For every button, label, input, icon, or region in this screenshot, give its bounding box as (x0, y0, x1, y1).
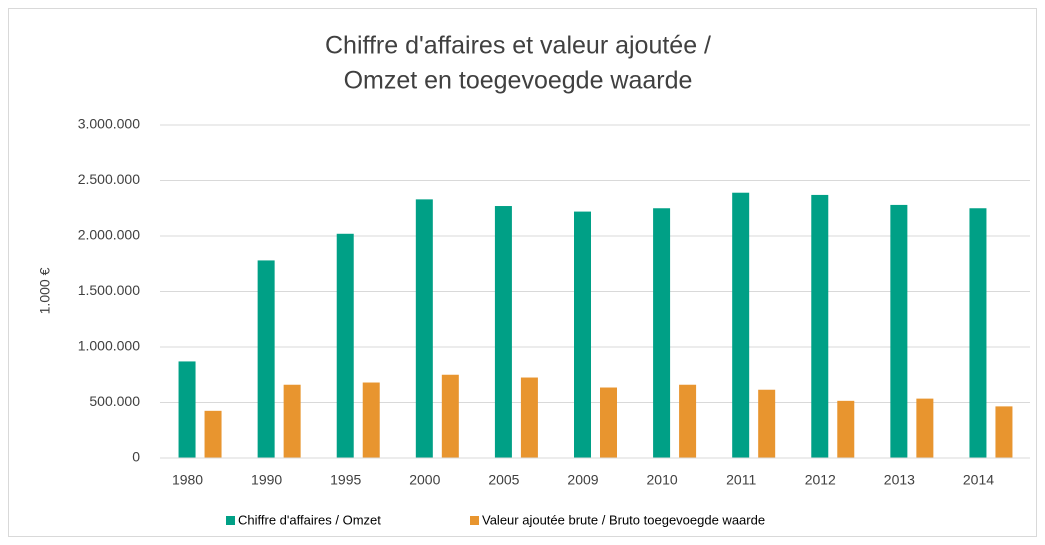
y-tick-label: 2.500.000 (78, 171, 140, 187)
x-tick-label: 2000 (409, 472, 440, 488)
bar (494, 206, 512, 458)
legend-swatch (470, 516, 479, 525)
x-tick-label: 2005 (488, 472, 519, 488)
x-tick-label: 2013 (884, 472, 915, 488)
bar (890, 204, 908, 458)
legend-label: Valeur ajoutée brute / Bruto toegevoegde… (482, 512, 765, 527)
bar (441, 374, 459, 458)
x-tick-label: 1980 (172, 472, 203, 488)
bar (969, 208, 987, 458)
y-tick-label: 3.000.000 (78, 116, 140, 132)
chart-title: Chiffre d'affaires et valeur ajoutée / (325, 32, 711, 60)
legend-swatch (226, 516, 235, 525)
y-tick-label: 1.500.000 (78, 282, 140, 298)
bar (520, 377, 538, 458)
x-tick-label: 1990 (251, 472, 282, 488)
bar (811, 194, 829, 458)
bar (362, 382, 380, 458)
bar (415, 199, 433, 458)
bar (283, 384, 301, 458)
bar (574, 211, 591, 458)
x-tick-label: 2010 (647, 472, 678, 488)
x-tick-label: 2012 (805, 472, 836, 488)
x-tick-label: 2009 (567, 472, 598, 488)
bar (995, 406, 1013, 458)
y-axis-label: 1.000 € (37, 267, 53, 314)
x-tick-label: 1995 (330, 472, 361, 488)
bar (178, 361, 196, 458)
legend-label: Chiffre d'affaires / Omzet (238, 512, 381, 527)
x-tick-label: 2014 (963, 472, 994, 488)
y-tick-label: 2.000.000 (78, 227, 140, 243)
y-tick-label: 1.000.000 (78, 338, 140, 354)
bar (653, 208, 671, 458)
bar (257, 260, 275, 458)
y-tick-label: 500.000 (89, 393, 140, 409)
bar (336, 233, 354, 458)
bar (679, 384, 697, 458)
bar (916, 398, 934, 458)
y-tick-label: 0 (132, 449, 140, 465)
bar (758, 389, 776, 458)
bar (204, 410, 222, 458)
x-tick-label: 2011 (726, 472, 756, 488)
bar (837, 400, 855, 458)
chart-title: Omzet en toegevoegde waarde (344, 67, 693, 95)
bar (600, 387, 617, 458)
bar (732, 192, 750, 458)
